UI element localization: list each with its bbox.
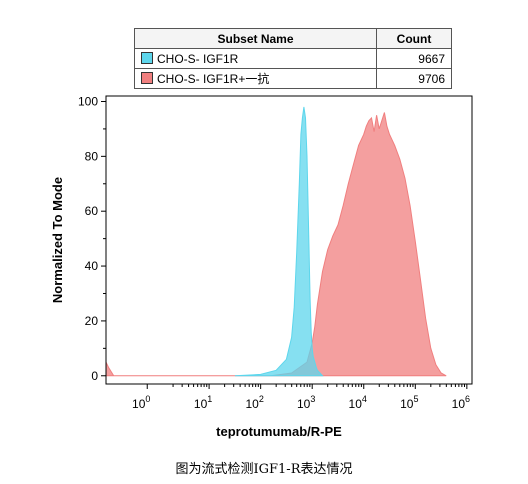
y-tick-label: 80 xyxy=(85,149,99,163)
histogram-series xyxy=(234,106,324,377)
y-tick-label: 100 xyxy=(78,94,98,108)
legend-swatch xyxy=(141,72,153,84)
histogram-series xyxy=(105,112,447,377)
legend-swatch xyxy=(141,51,153,64)
legend-name: CHO-S- IGF1R+一抗 xyxy=(157,72,270,86)
x-tick-label: 102 xyxy=(245,394,263,411)
x-axis-label: teprotumumab/R-PE xyxy=(216,424,342,439)
figure-caption: 图为流式检测IGF1-R表达情况 xyxy=(175,462,353,477)
data-layer xyxy=(105,106,447,377)
x-tick-label: 106 xyxy=(452,394,470,411)
legend-row: CHO-S- IGF1R+一抗 9706 xyxy=(134,68,452,89)
legend-table: Subset Name Count CHO-S- IGF1R 9667 CHO-… xyxy=(134,28,452,89)
legend-name: CHO-S- IGF1R xyxy=(157,51,239,66)
legend-header-name: Subset Name xyxy=(134,28,377,49)
legend-count: 9706 xyxy=(376,68,452,89)
plot-frame xyxy=(105,95,473,385)
histogram-plot: 0 20 40 60 80 100 100 101 102 103 104 105 106 Normal… xyxy=(50,94,473,439)
y-tick-label: 60 xyxy=(85,204,99,218)
legend-header-count: Count xyxy=(376,28,452,49)
y-tick-label: 0 xyxy=(91,369,98,383)
x-tick-label: 101 xyxy=(194,394,212,411)
y-tick-label: 20 xyxy=(85,314,99,328)
x-tick-label: 105 xyxy=(400,394,418,411)
y-tick-label: 40 xyxy=(85,259,99,273)
x-tick-label: 100 xyxy=(132,394,150,411)
x-tick-label: 103 xyxy=(297,394,315,411)
x-tick-label: 104 xyxy=(349,394,367,411)
axis-layer: 0 20 40 60 80 100 100 101 102 103 104 105 106 xyxy=(78,94,470,411)
legend-name-cell: CHO-S- IGF1R+一抗 xyxy=(134,68,377,89)
y-axis-label: Normalized To Mode xyxy=(50,177,65,303)
